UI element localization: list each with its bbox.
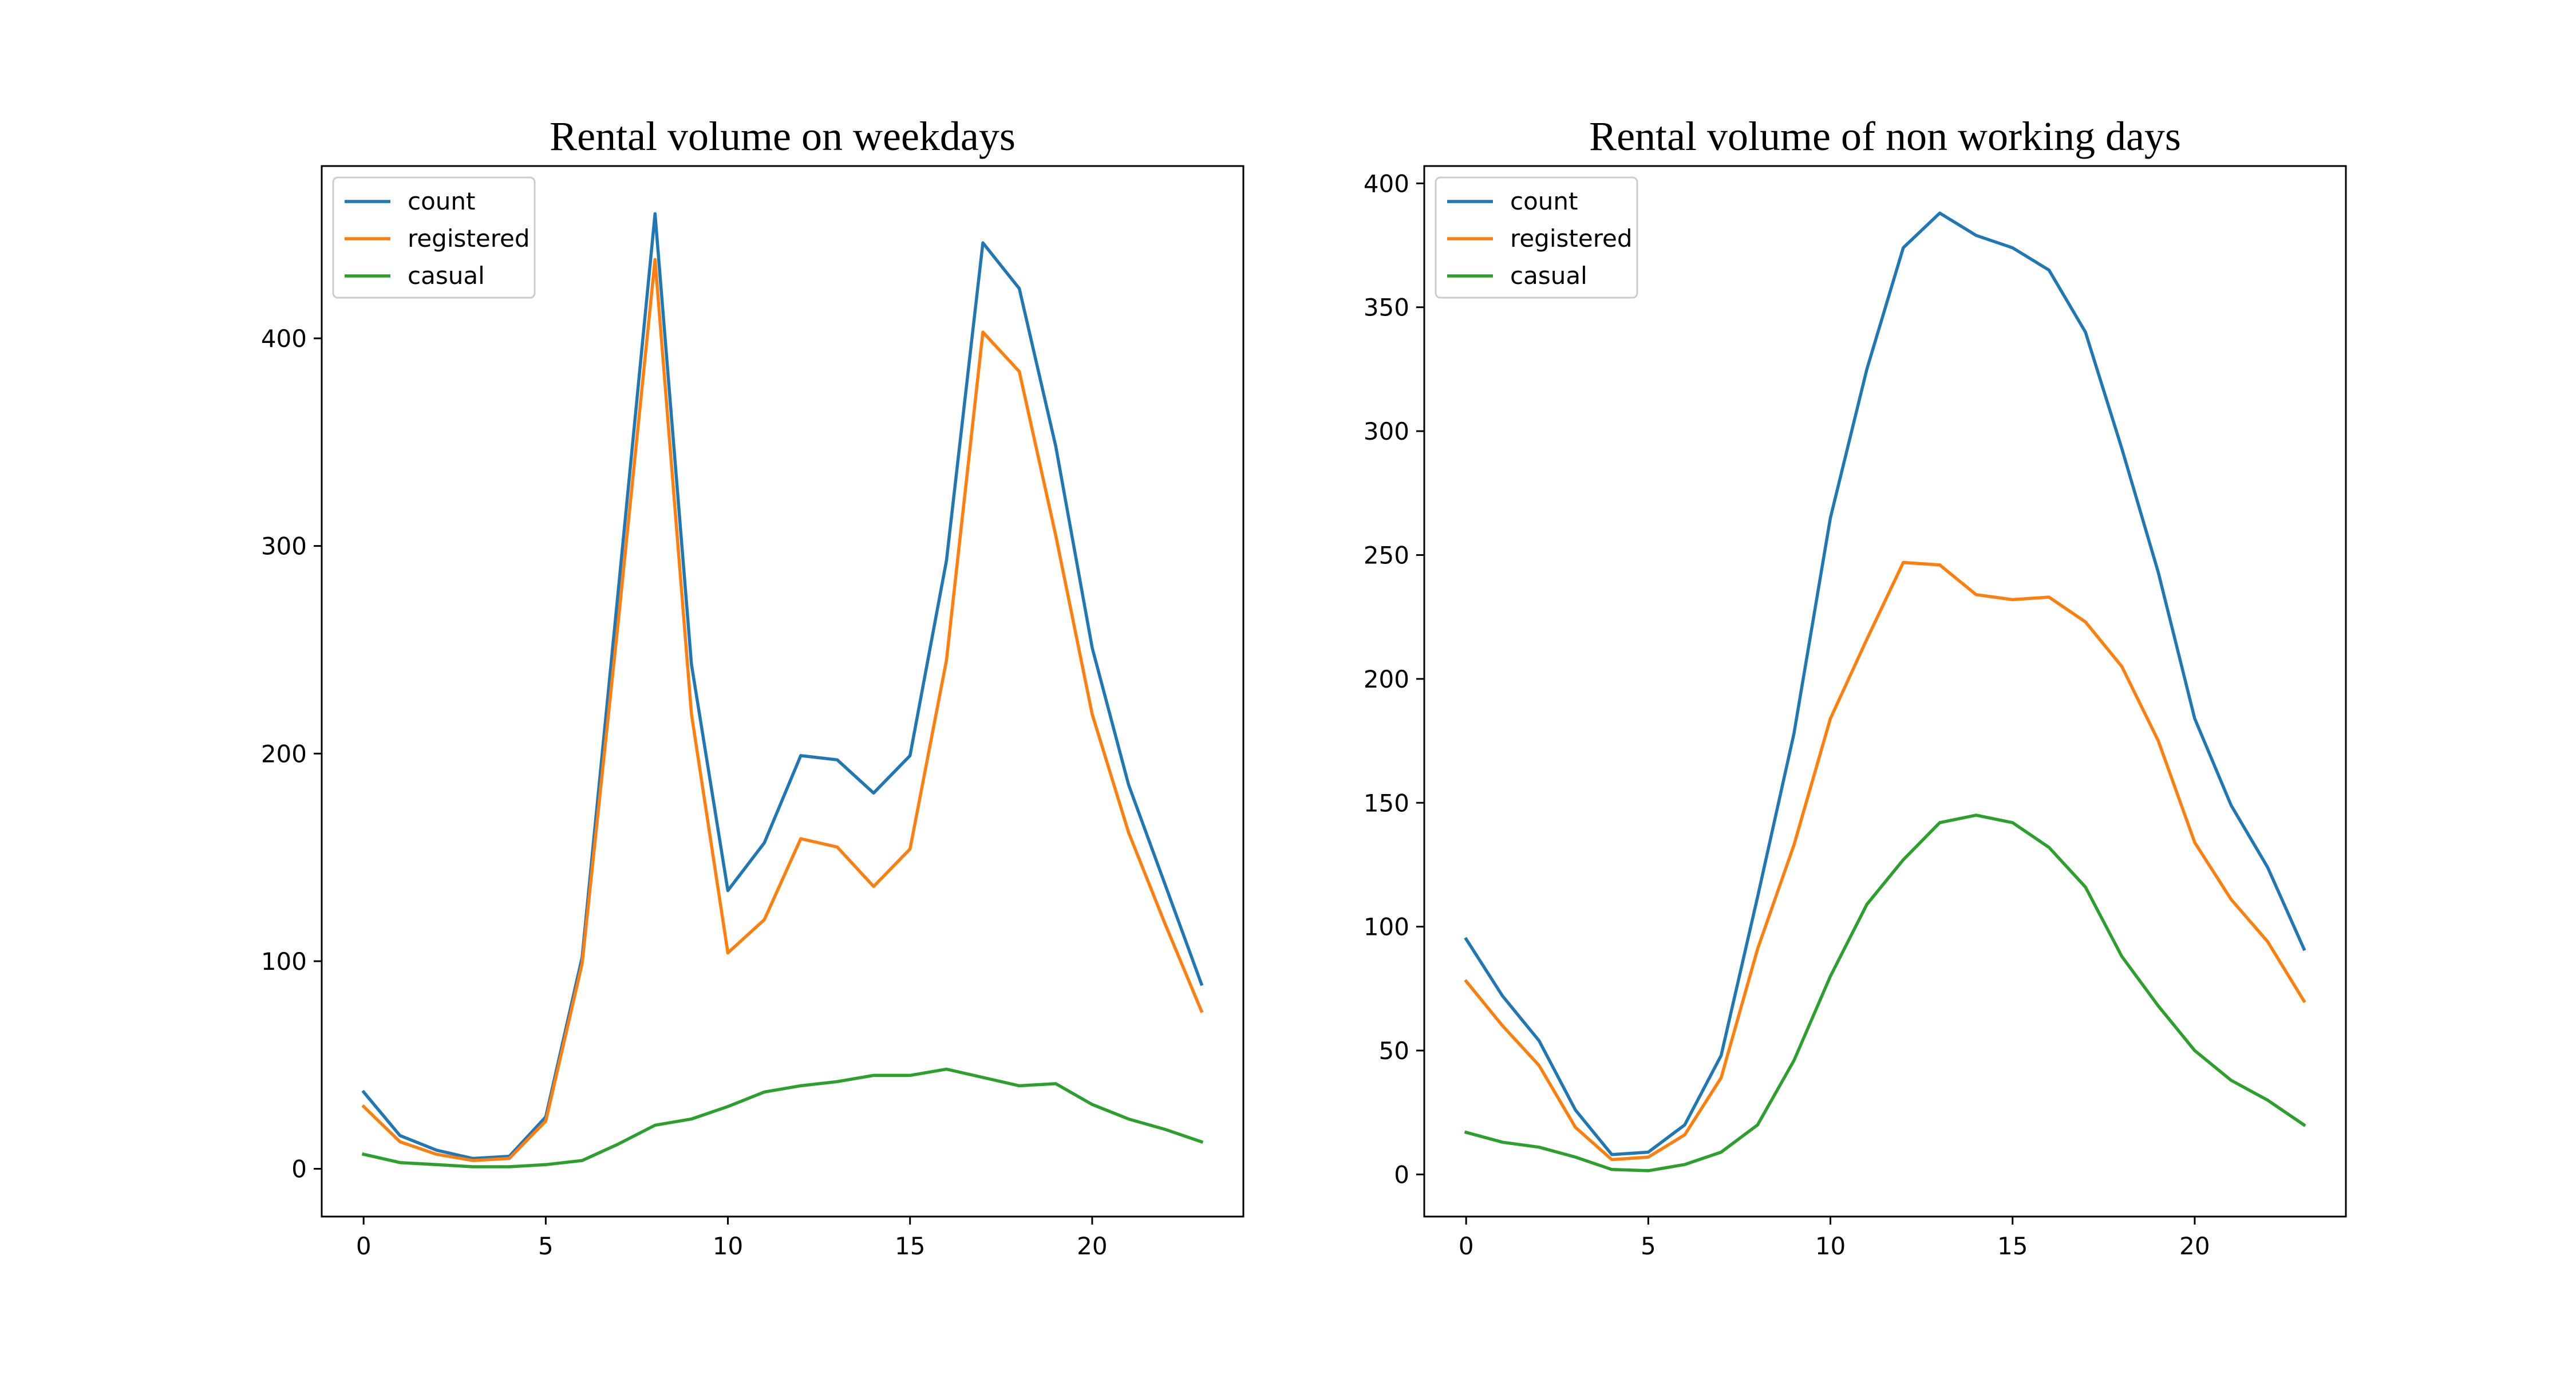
- x-tick-label: 0: [1459, 1232, 1474, 1260]
- legend-box: [332, 176, 536, 299]
- x-tick-label: 15: [895, 1232, 925, 1260]
- series-line-count: [1464, 211, 2306, 1156]
- chart-panel-2: Rental volume of non working days 0 5 10 15 2…: [1364, 113, 2347, 1260]
- y-tick-label: 100: [1364, 913, 1409, 941]
- y-tick-label: 150: [1364, 789, 1409, 817]
- legend-label-registered: registered: [1510, 224, 1633, 252]
- series-line-casual: [1464, 814, 2306, 1172]
- plot-frame: [1423, 165, 2347, 1218]
- legend: count registered casual: [332, 176, 536, 299]
- x-tick-label: 5: [1641, 1232, 1656, 1260]
- y-tick-label: 200: [1364, 665, 1409, 693]
- y-tick-label: 300: [261, 532, 307, 560]
- x-tick-label: 0: [356, 1232, 372, 1260]
- y-tick-label: 200: [261, 740, 307, 768]
- x-tick-label: 10: [713, 1232, 743, 1260]
- y-tick-label: 50: [1379, 1037, 1409, 1065]
- series-line-registered: [361, 258, 1204, 1162]
- legend-box: [1435, 176, 1638, 299]
- legend-label-registered: registered: [408, 224, 530, 252]
- series-line-count: [361, 212, 1204, 1160]
- y-tick-label: 0: [1394, 1160, 1409, 1189]
- y-tick-label: 400: [261, 325, 307, 353]
- x-tick-label: 20: [1077, 1232, 1107, 1260]
- legend-label-count: count: [408, 187, 476, 215]
- chart-title: Rental volume on weekdays: [550, 113, 1016, 159]
- x-tick-label: 10: [1815, 1232, 1846, 1260]
- series-line-registered: [1464, 560, 2306, 1162]
- y-tick-label: 0: [291, 1155, 307, 1183]
- series-line-casual: [361, 1067, 1204, 1168]
- y-tick-label: 300: [1364, 417, 1409, 445]
- plot-frame: [321, 165, 1244, 1218]
- legend: count registered casual: [1435, 176, 1638, 299]
- legend-label-casual: casual: [1510, 262, 1587, 290]
- y-tick-label: 350: [1364, 294, 1409, 322]
- legend-label-count: count: [1510, 187, 1578, 215]
- y-tick-label: 250: [1364, 541, 1409, 569]
- y-tick-label: 400: [1364, 169, 1409, 198]
- x-tick-label: 5: [538, 1232, 554, 1260]
- x-tick-label: 20: [2179, 1232, 2210, 1260]
- chart-title: Rental volume of non working days: [1589, 113, 2181, 159]
- y-tick-label: 100: [261, 947, 307, 976]
- legend-label-casual: casual: [408, 262, 485, 290]
- x-tick-label: 15: [1997, 1232, 2028, 1260]
